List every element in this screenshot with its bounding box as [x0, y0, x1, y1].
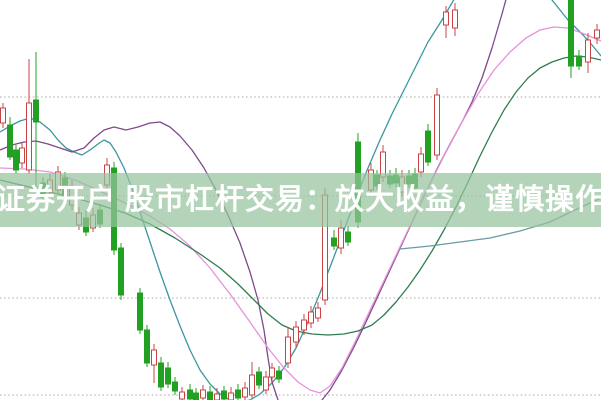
candle-up	[263, 376, 269, 391]
candle-down	[576, 55, 582, 67]
candle-up	[338, 227, 344, 249]
candle-up	[293, 326, 299, 343]
promo-banner-text: 证券开户 股市杠杆交易：放大收益，谨慎操作	[0, 184, 601, 216]
candle-down	[256, 371, 262, 386]
candle-up	[285, 336, 291, 364]
candle-up	[315, 307, 321, 319]
candle-up	[200, 389, 206, 399]
candle-down	[331, 237, 337, 247]
candle-down	[187, 389, 193, 400]
ma-long-darkgreen	[0, 55, 601, 336]
candle-up	[301, 319, 307, 331]
candle-down	[137, 292, 143, 331]
candle-down	[118, 247, 124, 296]
candle-down	[276, 370, 282, 380]
promo-banner-overlay: 证券开户 股市杠杆交易：放大收益，谨慎操作	[0, 173, 601, 227]
candle-down	[235, 389, 241, 399]
candle-down	[33, 99, 39, 123]
candle-up	[308, 311, 314, 324]
candle-up	[214, 393, 220, 400]
candle-down	[158, 362, 164, 388]
candle-down	[345, 231, 351, 243]
candle-up	[452, 9, 458, 29]
candle-down	[193, 392, 199, 400]
candle-down	[207, 391, 213, 400]
candle-down	[144, 329, 150, 364]
candle-up	[228, 392, 234, 400]
candle-up	[585, 39, 591, 63]
candle-up	[179, 391, 185, 400]
candle-up	[434, 94, 440, 156]
candle-up	[418, 153, 424, 173]
candle-down	[425, 130, 431, 163]
candle-up	[269, 367, 275, 378]
candle-up	[26, 102, 32, 171]
candle-down	[221, 390, 227, 400]
candle-up	[242, 387, 248, 398]
candle-down	[568, 0, 574, 67]
candle-down	[13, 149, 19, 171]
candle-up	[0, 107, 6, 124]
candle-up	[19, 147, 25, 164]
candle-up	[151, 349, 157, 366]
candle-down	[172, 381, 178, 392]
candle-down	[7, 124, 13, 158]
candle-up	[249, 374, 255, 396]
candle-up	[443, 11, 449, 26]
candle-down	[165, 367, 171, 385]
candle-up	[594, 29, 600, 39]
